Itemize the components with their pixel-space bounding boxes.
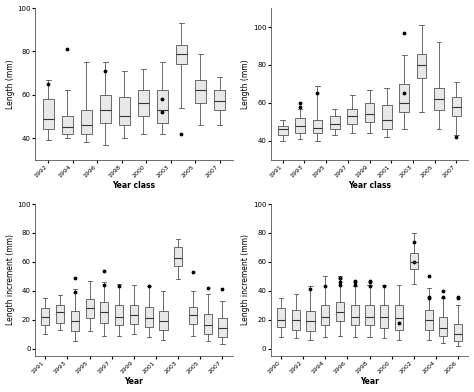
Y-axis label: Length increment (mm): Length increment (mm) [241, 234, 250, 325]
PathPatch shape [71, 311, 79, 331]
PathPatch shape [157, 91, 168, 123]
PathPatch shape [119, 97, 129, 125]
PathPatch shape [295, 118, 305, 133]
PathPatch shape [365, 103, 374, 122]
PathPatch shape [439, 317, 447, 336]
PathPatch shape [219, 318, 227, 337]
PathPatch shape [452, 97, 461, 116]
PathPatch shape [81, 110, 91, 134]
PathPatch shape [382, 105, 392, 129]
PathPatch shape [174, 247, 182, 266]
PathPatch shape [159, 311, 167, 330]
PathPatch shape [410, 253, 418, 269]
PathPatch shape [145, 307, 153, 327]
PathPatch shape [395, 305, 403, 330]
PathPatch shape [138, 91, 149, 116]
PathPatch shape [292, 310, 300, 330]
PathPatch shape [189, 307, 197, 324]
PathPatch shape [41, 308, 49, 325]
X-axis label: Year class: Year class [112, 181, 155, 191]
PathPatch shape [380, 305, 388, 328]
X-axis label: Year: Year [360, 377, 379, 387]
PathPatch shape [115, 305, 123, 325]
PathPatch shape [417, 54, 426, 78]
PathPatch shape [86, 299, 94, 318]
Y-axis label: Length (mm): Length (mm) [6, 59, 15, 109]
PathPatch shape [43, 99, 54, 129]
PathPatch shape [454, 324, 462, 341]
PathPatch shape [434, 88, 444, 111]
PathPatch shape [313, 120, 322, 133]
PathPatch shape [176, 45, 187, 64]
PathPatch shape [347, 109, 357, 124]
PathPatch shape [56, 305, 64, 323]
X-axis label: Year class: Year class [348, 181, 391, 191]
PathPatch shape [204, 314, 212, 334]
PathPatch shape [365, 305, 374, 325]
PathPatch shape [195, 80, 206, 103]
X-axis label: Year: Year [125, 377, 143, 387]
PathPatch shape [351, 305, 359, 325]
PathPatch shape [425, 310, 433, 330]
PathPatch shape [214, 91, 225, 110]
PathPatch shape [62, 116, 73, 134]
Y-axis label: Length (mm): Length (mm) [241, 59, 250, 109]
PathPatch shape [130, 305, 138, 324]
PathPatch shape [100, 95, 110, 123]
Y-axis label: Length increment (mm): Length increment (mm) [6, 234, 15, 325]
PathPatch shape [277, 308, 285, 327]
PathPatch shape [278, 125, 288, 135]
PathPatch shape [330, 116, 339, 129]
PathPatch shape [321, 305, 329, 325]
PathPatch shape [306, 311, 315, 331]
PathPatch shape [100, 302, 109, 323]
PathPatch shape [336, 302, 344, 321]
PathPatch shape [400, 84, 409, 113]
